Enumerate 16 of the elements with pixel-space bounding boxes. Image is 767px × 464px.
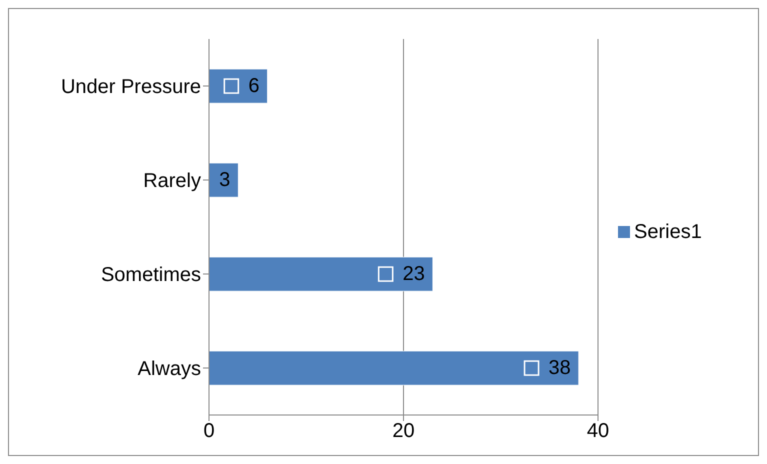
bar [209,162,238,198]
data-label: 3 [219,169,230,192]
data-label: 6 [248,75,260,98]
data-label: 38 [548,357,571,380]
bar [209,68,268,104]
y-tick-label: Always [138,358,201,380]
x-tick-label: 20 [392,420,415,442]
y-tick-label: Rarely [143,170,201,192]
x-tick-label: 0 [203,420,215,442]
bar [209,256,433,292]
legend-label: Series1 [634,220,702,242]
x-tick-label: 40 [586,420,610,442]
y-tick-label: Under Pressure [60,76,201,98]
data-label: 23 [402,263,425,286]
bar [209,350,579,386]
y-tick-label: Sometimes [100,264,201,286]
